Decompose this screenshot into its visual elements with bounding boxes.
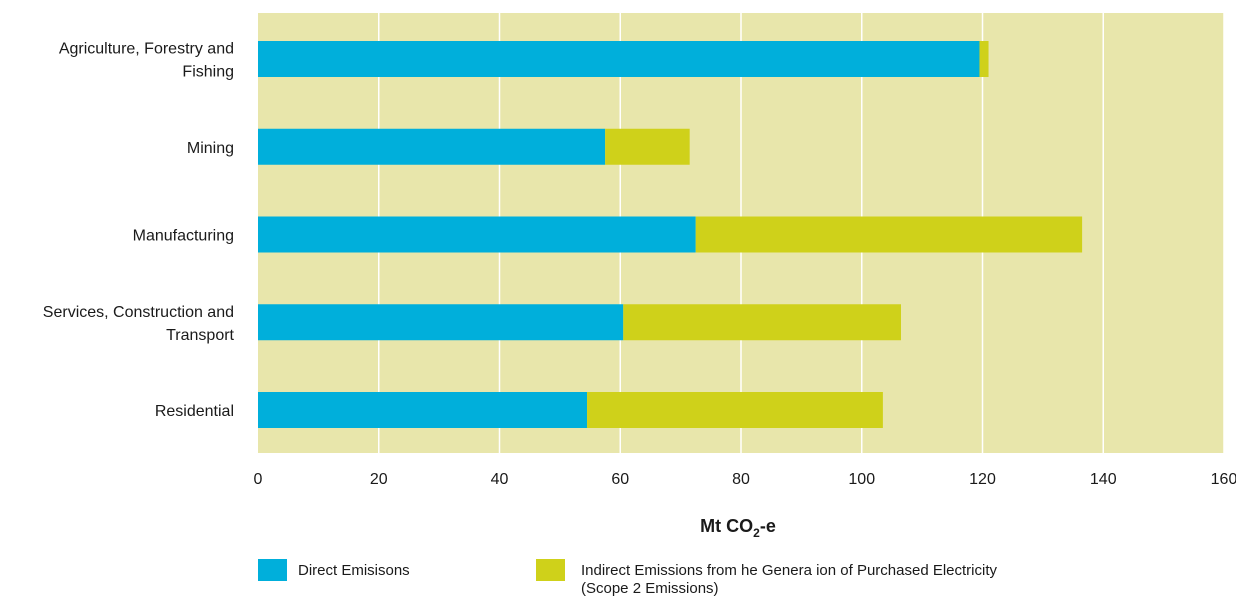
bar-segment-direct — [258, 392, 588, 428]
bar-segment-direct — [258, 41, 980, 77]
bars — [258, 41, 1083, 428]
category-label: Agriculture, Forestry and — [59, 41, 234, 58]
bar-segment-direct — [258, 128, 606, 165]
category-label: Manufacturing — [133, 228, 234, 245]
category-label: Services, Construction and — [43, 304, 234, 321]
legend-swatch-direct — [258, 559, 287, 581]
bar-segment-indirect — [587, 392, 883, 428]
category-label: Transport — [166, 327, 234, 344]
bar-segment-direct — [258, 216, 696, 253]
category-labels: Agriculture, Forestry and Fishing Mining Ma… — [43, 41, 235, 421]
bar-segment-indirect — [605, 128, 690, 165]
x-tick-label: 0 — [254, 471, 263, 488]
legend: Direct Emisisons Indirect Emissions from … — [258, 559, 998, 597]
x-tick-label: 120 — [969, 471, 996, 488]
legend-swatch-indirect — [536, 559, 565, 581]
category-label: Residential — [155, 403, 234, 420]
x-tick-label: 60 — [611, 471, 629, 488]
x-axis-tick-labels: 0 20 40 60 80 100 120 140 160 — [254, 471, 1236, 488]
x-tick-label: 160 — [1211, 471, 1236, 488]
bar-segment-indirect — [695, 216, 1083, 253]
bar-segment-indirect — [623, 304, 901, 341]
x-tick-label: 40 — [491, 471, 509, 488]
x-tick-label: 140 — [1090, 471, 1117, 488]
bar-segment-indirect — [979, 41, 989, 77]
x-tick-label: 100 — [848, 471, 875, 488]
x-tick-label: 80 — [732, 471, 750, 488]
x-axis-title-subscript: 2 — [753, 526, 760, 540]
x-tick-label: 20 — [370, 471, 388, 488]
legend-label-direct: Direct Emisisons — [298, 562, 410, 579]
category-label: Mining — [187, 140, 234, 157]
x-axis-title-main: Mt CO — [700, 516, 753, 536]
legend-label-indirect: (Scope 2 Emissions) — [581, 580, 719, 597]
legend-label-indirect: Indirect Emissions from he Genera ion of… — [581, 562, 998, 579]
x-axis-title: Mt CO2-e — [700, 516, 776, 540]
category-label: Fishing — [182, 64, 234, 81]
bar-segment-direct — [258, 304, 624, 341]
x-axis-title-suffix: -e — [760, 516, 776, 536]
